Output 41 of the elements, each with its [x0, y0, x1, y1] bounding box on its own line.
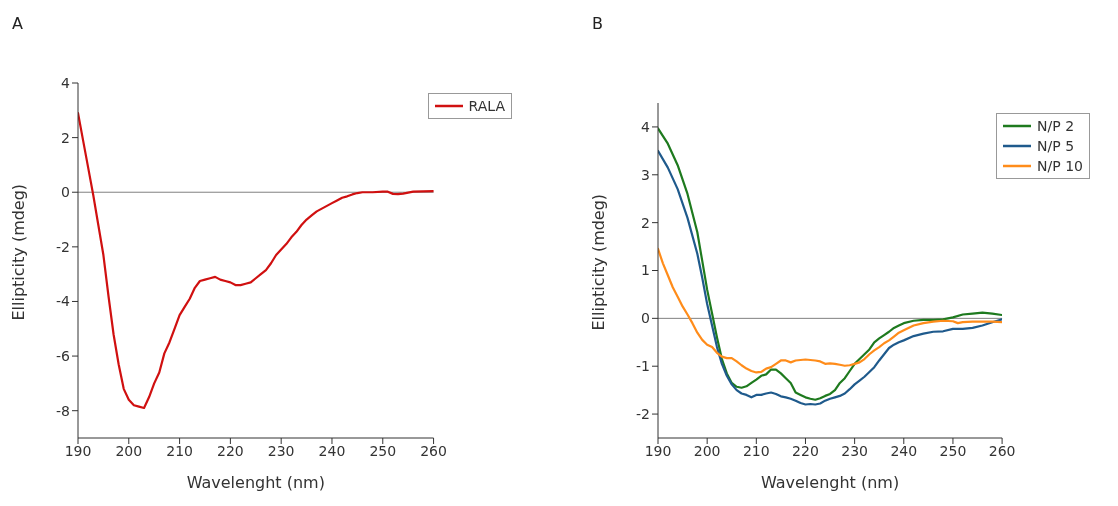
y-tick-label: 2 — [641, 214, 650, 231]
x-tick-label: 210 — [742, 442, 770, 459]
chart-title: A — [12, 14, 23, 33]
x-tick-label: 200 — [115, 442, 143, 459]
x-tick-label: 230 — [267, 442, 295, 459]
line-series — [658, 247, 1003, 374]
x-tick-label: 220 — [792, 442, 819, 459]
x-tick-label: 260 — [988, 442, 1016, 459]
y-tick-label: 2 — [61, 129, 70, 146]
x-tick-label: 190 — [644, 442, 672, 459]
x-tick-label: 260 — [420, 442, 447, 459]
x-tick-label: 200 — [693, 442, 721, 459]
legend-label: N/P 10 — [1037, 157, 1083, 176]
x-tick-label: 190 — [64, 442, 92, 459]
y-tick-label: 1 — [641, 262, 650, 279]
x-tick-label: 210 — [166, 442, 193, 459]
y-axis-title: Ellipticity (mdeg) — [588, 193, 608, 331]
y-tick-label: 4 — [641, 118, 651, 135]
x-tick-label: 240 — [318, 442, 346, 459]
chart-title: B — [592, 14, 603, 33]
y-tick-label: -6 — [56, 348, 71, 365]
x-tick-label: 240 — [890, 442, 918, 459]
y-tick-label: 0 — [641, 310, 650, 327]
y-tick-label: -2 — [56, 238, 70, 255]
y-tick-label: 3 — [641, 166, 650, 183]
x-axis-title: Wavelenght (nm) — [760, 473, 900, 492]
y-tick-label: -1 — [636, 358, 650, 375]
legend-label: N/P 5 — [1037, 137, 1075, 156]
legend-label: N/P 2 — [1037, 117, 1075, 136]
x-tick-label: 230 — [841, 442, 868, 459]
y-tick-label: -8 — [56, 402, 70, 419]
y-tick-label: -4 — [56, 293, 71, 310]
y-tick-label: -2 — [636, 406, 650, 423]
x-axis-title: Wavelenght (nm) — [186, 473, 325, 492]
y-tick-label: 0 — [61, 184, 70, 201]
x-tick-label: 250 — [369, 442, 397, 459]
y-tick-label: 4 — [61, 74, 71, 91]
y-axis-title: Ellipticity (mdeg) — [8, 183, 28, 321]
x-tick-label: 250 — [939, 442, 967, 459]
x-tick-label: 220 — [217, 442, 244, 459]
legend-label: RALA — [468, 97, 505, 116]
